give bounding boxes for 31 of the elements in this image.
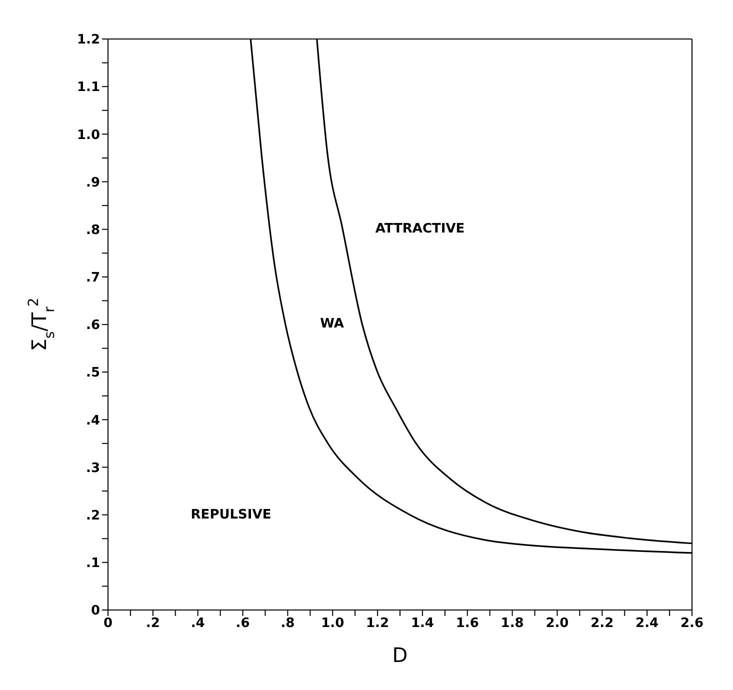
- y-tick-label: .8: [86, 222, 100, 238]
- annotation: ATTRACTIVE: [375, 222, 465, 236]
- x-tick-label: 1.4: [410, 616, 434, 632]
- annotation: WA: [320, 316, 344, 332]
- y-tick-label: 1.1: [76, 80, 100, 96]
- x-tick-label: 2.6: [680, 616, 704, 632]
- y-tick-label: 0: [90, 604, 100, 619]
- x-tick-label: .2: [146, 616, 160, 632]
- x-tick-label: 1.2: [366, 616, 390, 632]
- y-tick-label: .4: [86, 413, 100, 428]
- x-tick-label: 2.2: [590, 616, 614, 632]
- y-tick-label: 1.0: [76, 128, 100, 143]
- x-tick-label: 1.8: [500, 616, 524, 632]
- y-tick-label: .7: [86, 270, 100, 286]
- x-tick-label: .4: [190, 616, 205, 632]
- x-tick-label: 2.0: [546, 616, 569, 632]
- y-tick-label: .9: [86, 175, 100, 190]
- y-tick-label: .6: [86, 318, 100, 334]
- x-tick-label: 1.6: [456, 616, 479, 632]
- x-tick-label: 1.0: [321, 616, 344, 632]
- y-tick-label: .2: [86, 508, 100, 524]
- annotation: REPULSIVE: [190, 508, 272, 522]
- x-tick-label: .6: [236, 616, 250, 632]
- y-tick-label: .3: [86, 460, 100, 476]
- y-tick-label: .1: [86, 556, 100, 572]
- y-tick-label: .5: [86, 366, 100, 381]
- x-tick-label: 0: [103, 616, 113, 632]
- y-tick-label: 1.2: [76, 32, 100, 48]
- x-tick-label: .8: [280, 616, 295, 632]
- x-axis-title: D: [392, 643, 408, 667]
- x-tick-label: 2.4: [636, 616, 659, 632]
